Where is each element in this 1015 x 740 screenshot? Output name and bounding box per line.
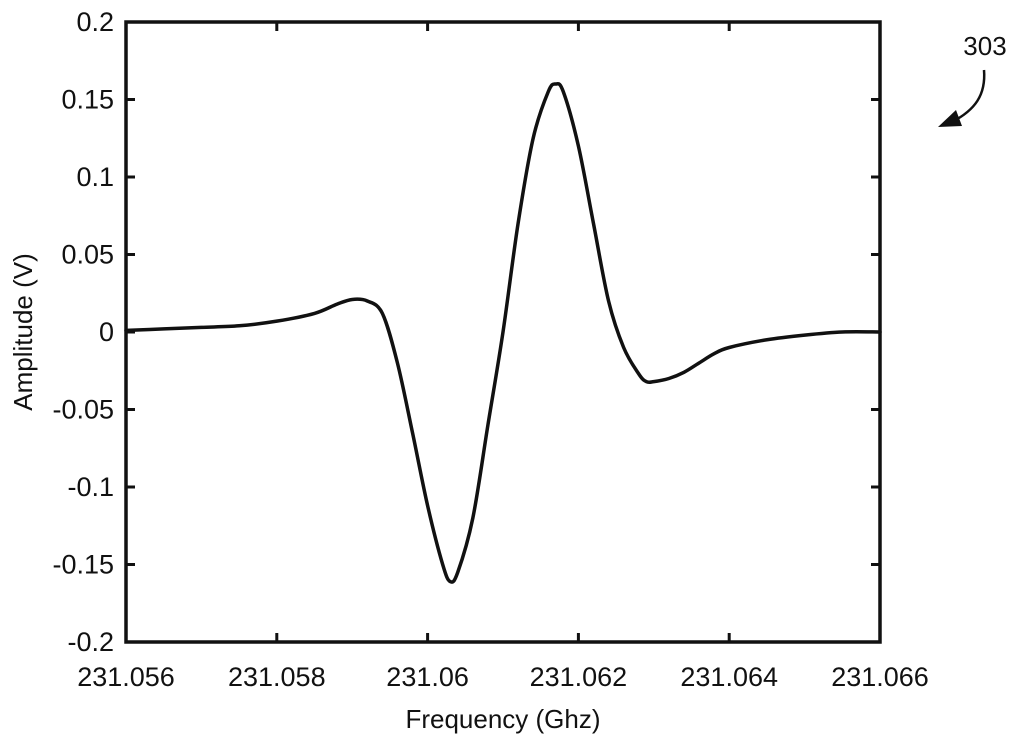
y-tick-label: -0.2: [67, 627, 114, 657]
x-tick-label: 231.066: [831, 662, 929, 692]
reference-arrowhead-icon: [938, 110, 962, 127]
y-axis-label: Amplitude (V): [8, 253, 38, 411]
axis-tick-labels: 231.056 231.058 231.06 231.062 231.064 231.06…: [52, 7, 928, 692]
x-tick-label: 231.06: [386, 662, 469, 692]
x-axis-label: Frequency (Ghz): [405, 704, 600, 734]
reference-numeral: 303: [963, 31, 1006, 61]
y-tick-label: 0.05: [61, 240, 114, 270]
x-tick-label: 231.062: [530, 662, 628, 692]
y-tick-label: 0.2: [76, 7, 114, 37]
y-tick-label: 0: [99, 317, 114, 347]
y-tick-label: -0.15: [52, 550, 114, 580]
x-tick-label: 231.064: [680, 662, 778, 692]
y-tick-label: -0.1: [67, 472, 114, 502]
y-tick-label: -0.05: [52, 395, 114, 425]
x-tick-label: 231.058: [228, 662, 326, 692]
series-line: [126, 84, 880, 582]
y-tick-label: 0.15: [61, 85, 114, 115]
y-tick-label: 0.1: [76, 162, 114, 192]
x-tick-label: 231.056: [77, 662, 175, 692]
